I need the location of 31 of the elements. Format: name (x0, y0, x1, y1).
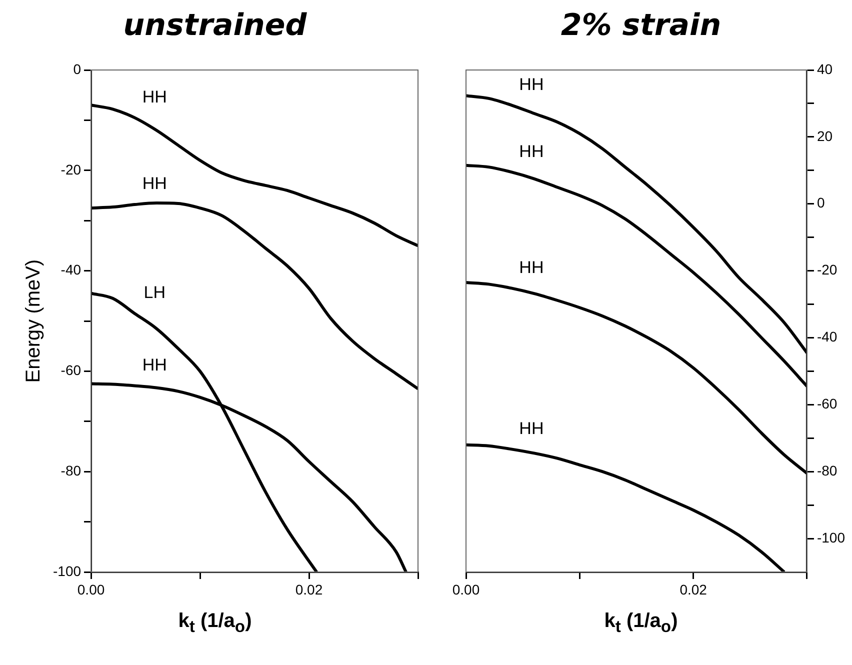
y2-tick-label: 0 (816, 194, 825, 211)
y-tick-label: -20 (60, 161, 82, 178)
series-label: HH (519, 258, 544, 277)
x-tick-label: 0.02 (680, 581, 708, 598)
y-tick-label: 0 (73, 60, 82, 77)
y2-tick-label: -40 (816, 328, 838, 345)
y-tick-label: -100 (52, 562, 82, 579)
x-tick-label: 0.00 (452, 581, 480, 598)
x-axis-title: k$_{t}$ (1/a$_{o}$) (177, 610, 253, 637)
series-label: HH (142, 355, 167, 374)
series-label: HH (519, 418, 544, 438)
series-label: HH (519, 74, 544, 94)
series-label: HH (142, 174, 167, 194)
y-tick-label: -60 (60, 362, 82, 378)
y2-tick-label: 40 (816, 60, 833, 77)
chart-title: unstrained (122, 8, 308, 43)
series-label: HH (519, 142, 544, 161)
series-label: LH (144, 283, 166, 302)
y2-tick-label: -20 (816, 262, 838, 278)
y2-tick-label: -80 (816, 462, 838, 478)
y-axis-title: Energy (meV) (22, 259, 45, 383)
y2-tick-label: -100 (816, 529, 846, 546)
x-tick-label: 0.00 (77, 581, 105, 598)
y-tick-label: -40 (60, 262, 82, 278)
y2-tick-label: 20 (816, 128, 833, 144)
x-tick-label: 0.02 (295, 581, 323, 598)
y2-tick-label: -60 (816, 396, 838, 412)
series-label: HH (142, 87, 167, 106)
y-tick-label: -80 (60, 462, 82, 478)
x-axis-title: k$_{t}$ (1/a$_{o}$) (603, 610, 679, 637)
chart-title: 2% strain (560, 8, 722, 43)
